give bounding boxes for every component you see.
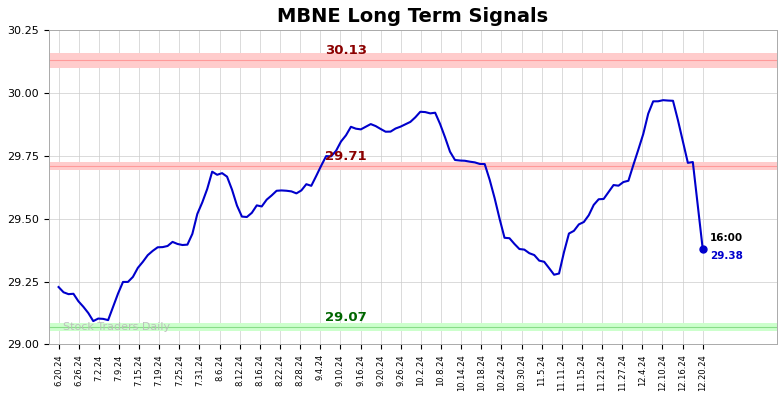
Text: Stock Traders Daily: Stock Traders Daily [64,322,170,332]
Bar [49,323,777,331]
Text: 30.13: 30.13 [325,45,367,57]
Text: 29.07: 29.07 [325,311,367,324]
Bar [49,162,777,170]
Text: 29.38: 29.38 [710,252,743,261]
Text: 16:00: 16:00 [710,233,743,243]
Bar [49,53,777,68]
Title: MBNE Long Term Signals: MBNE Long Term Signals [278,7,549,26]
Text: 29.71: 29.71 [325,150,367,163]
